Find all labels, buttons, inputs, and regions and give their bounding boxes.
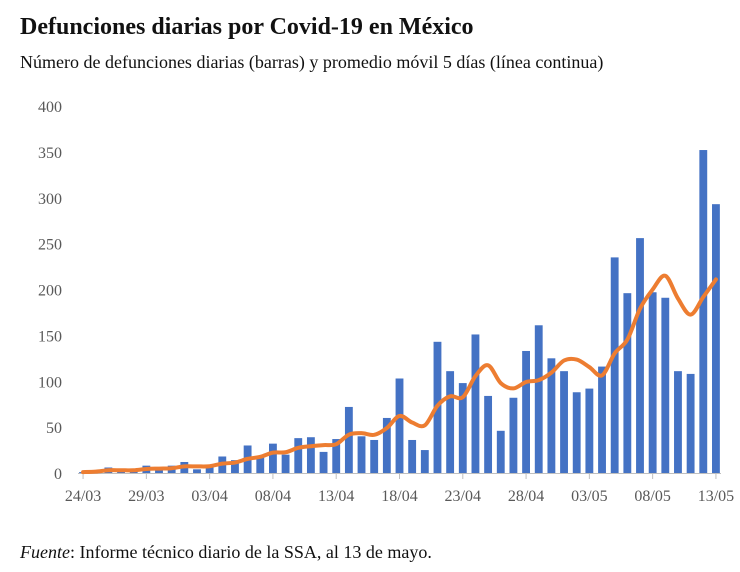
bar [534, 325, 543, 473]
x-tick-label: 13/05 [698, 488, 734, 505]
bar [332, 439, 341, 473]
x-tick-label: 23/04 [445, 488, 481, 505]
bar [395, 378, 404, 473]
bar [661, 297, 670, 473]
x-tick-label: 13/04 [318, 488, 354, 505]
bar [269, 443, 277, 473]
bar [294, 438, 303, 473]
bar [382, 417, 391, 473]
x-tick-label: 08/05 [634, 488, 670, 505]
bar [585, 388, 594, 473]
bar [319, 451, 328, 473]
x-axis: 24/03 29/03 03/04 08/04 13/04 18/04 23/04 28/04… [65, 473, 734, 505]
bar [231, 460, 239, 473]
x-tick-label: 08/04 [255, 488, 291, 505]
x-tick-label: 03/05 [571, 488, 607, 505]
y-tick-label: 250 [38, 237, 62, 254]
moving-average-line [81, 273, 718, 475]
bar [674, 371, 682, 473]
bar [446, 371, 455, 473]
bar [712, 204, 720, 474]
chart-title: Defunciones diarias por Covid-19 en Méxi… [20, 14, 474, 40]
y-tick-label: 400 [38, 99, 62, 116]
bar [610, 257, 619, 473]
bar [155, 469, 163, 473]
y-tick-label: 200 [38, 283, 62, 300]
bar [598, 366, 606, 473]
x-tick-label: 28/04 [508, 488, 544, 505]
chart-area: 0 50 100 150 200 250 300 350 400 24/03 29/03 03/04… [38, 99, 734, 505]
x-tick-label: 18/04 [381, 488, 417, 505]
source-note: Fuente: Informe técnico diario de la SSA… [20, 542, 432, 563]
chart-subtitle: Número de defunciones diarias (barras) y… [20, 52, 604, 72]
y-tick-label: 100 [38, 374, 62, 391]
y-tick-label: 0 [54, 466, 62, 483]
bar [648, 292, 657, 473]
y-tick-label: 50 [46, 420, 62, 437]
bar [496, 430, 505, 473]
bar [560, 371, 568, 473]
bar [623, 293, 632, 473]
y-axis: 0 50 100 150 200 250 300 350 400 [38, 99, 62, 483]
y-tick-label: 150 [38, 328, 62, 345]
bar [370, 439, 379, 473]
source-text: : Informe técnico diario de la SSA, al 1… [69, 542, 432, 562]
bar [522, 350, 530, 473]
bar [686, 373, 695, 473]
bar [484, 395, 493, 473]
bar [193, 469, 201, 473]
bar [344, 406, 353, 473]
bar [256, 457, 265, 473]
bar [547, 358, 556, 473]
bar [306, 437, 315, 473]
bar [357, 436, 366, 473]
bar [572, 392, 581, 473]
bar [458, 383, 467, 473]
bar [205, 464, 214, 473]
x-tick-label: 24/03 [65, 488, 101, 505]
x-tick-label: 29/03 [128, 488, 164, 505]
bar [471, 334, 480, 473]
bar [699, 150, 708, 474]
x-tick-label: 03/04 [191, 488, 227, 505]
source-label: Fuente [20, 542, 70, 562]
y-tick-label: 350 [38, 145, 62, 162]
bar [636, 238, 644, 473]
bar [420, 450, 429, 473]
bar [408, 439, 417, 473]
bar [509, 397, 518, 473]
y-tick-label: 300 [38, 191, 62, 208]
bar [281, 454, 290, 473]
bar-series [79, 150, 720, 474]
